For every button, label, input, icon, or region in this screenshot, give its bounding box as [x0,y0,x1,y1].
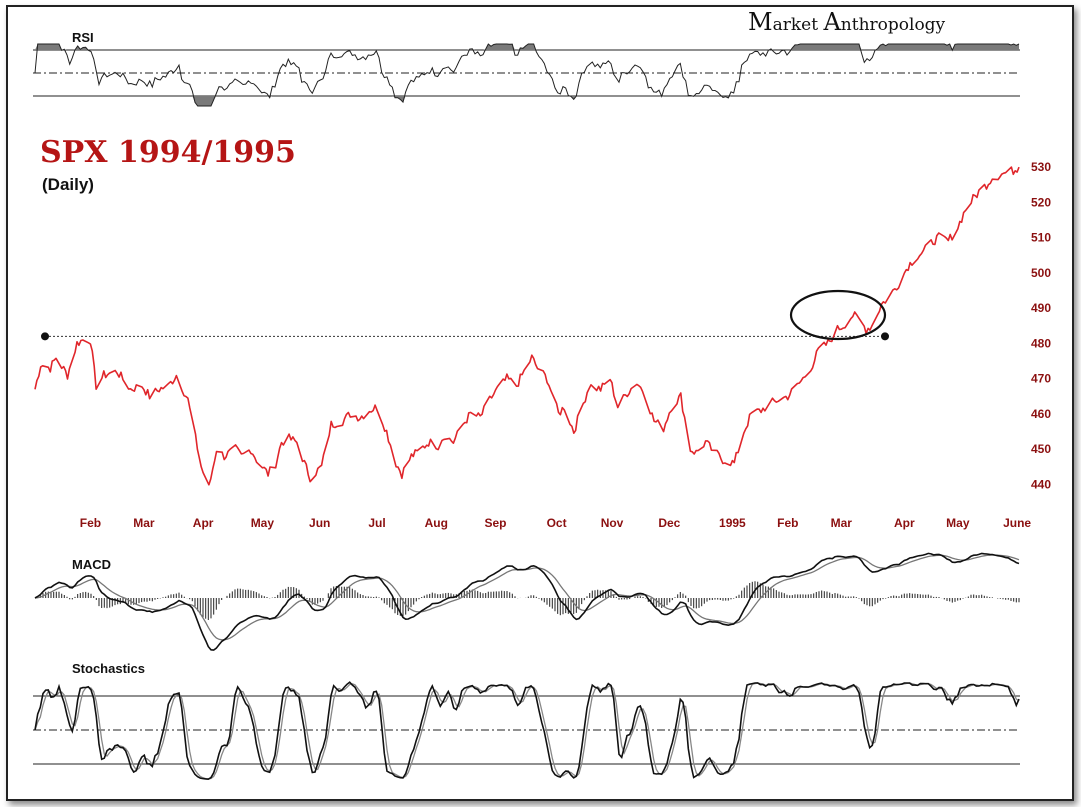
stoch-bands [33,695,1020,765]
brand-cap-1: M [748,8,773,36]
x-tick-label: May [251,516,275,530]
x-tick-label: Sep [484,516,506,530]
price-series [34,166,1020,486]
x-tick-label: Apr [894,516,915,530]
x-tick-label: June [1003,516,1031,530]
y-tick-label: 530 [1031,160,1051,174]
chart-subtitle: (Daily) [42,175,94,194]
x-tick-label: Mar [831,516,853,530]
y-tick-label: 450 [1031,442,1051,456]
x-tick-label: Feb [777,516,798,530]
macd-line [34,552,1020,651]
x-tick-label: Jul [368,516,385,530]
resistance-end-dot [881,332,889,341]
brand-cap-2: A [822,8,841,36]
x-tick-label: Nov [601,516,624,530]
x-tick-label: Oct [547,516,567,530]
macd-series [34,552,1020,651]
x-tick-label: May [946,516,970,530]
y-tick-label: 440 [1031,477,1051,491]
y-axis: 440 450 460 470 480 490 500 510 520 530 [1031,160,1051,491]
chart-title: SPX 1994/1995 [40,135,296,170]
brand-logo: Market Anthropology [748,8,946,36]
rsi-series [34,43,1020,107]
stochastics-label: Stochastics [72,661,145,676]
y-tick-label: 470 [1031,372,1051,386]
y-tick-label: 480 [1031,336,1051,350]
brand-rest-2: nthropology [841,15,946,35]
y-tick-label: 490 [1031,301,1051,315]
x-tick-label: Mar [133,516,155,530]
y-tick-label: 500 [1031,266,1051,280]
chart-frame [6,5,1074,801]
y-tick-label: 510 [1031,231,1051,245]
macd-signal-line [34,554,1020,641]
rsi-oversold-fill [35,96,1019,106]
rsi-line [34,43,1020,107]
resistance-start-dot [41,332,49,341]
y-tick-label: 520 [1031,195,1051,209]
x-tick-label: Feb [80,516,101,530]
stochastics-series [34,681,1020,781]
rsi-overbought-fill [35,44,1019,50]
x-tick-label: Dec [658,516,680,530]
x-tick-label: 1995 [719,516,746,530]
x-tick-label: Aug [425,516,448,530]
price-panel [34,166,1020,486]
rsi-bands [33,49,1020,97]
x-axis: Feb Mar Apr May Jun Jul Aug Sep Oct Nov Dec 1995 Feb… [80,516,1032,530]
x-tick-label: Apr [193,516,214,530]
macd-label: MACD [72,557,111,572]
stoch-k-line [34,681,1020,781]
stoch-d-line [34,682,1020,780]
brand-rest-1: arket [773,15,819,35]
rsi-label: RSI [72,30,94,45]
y-tick-label: 460 [1031,407,1051,421]
breakout-ellipse [789,289,887,341]
x-tick-label: Jun [309,516,330,530]
